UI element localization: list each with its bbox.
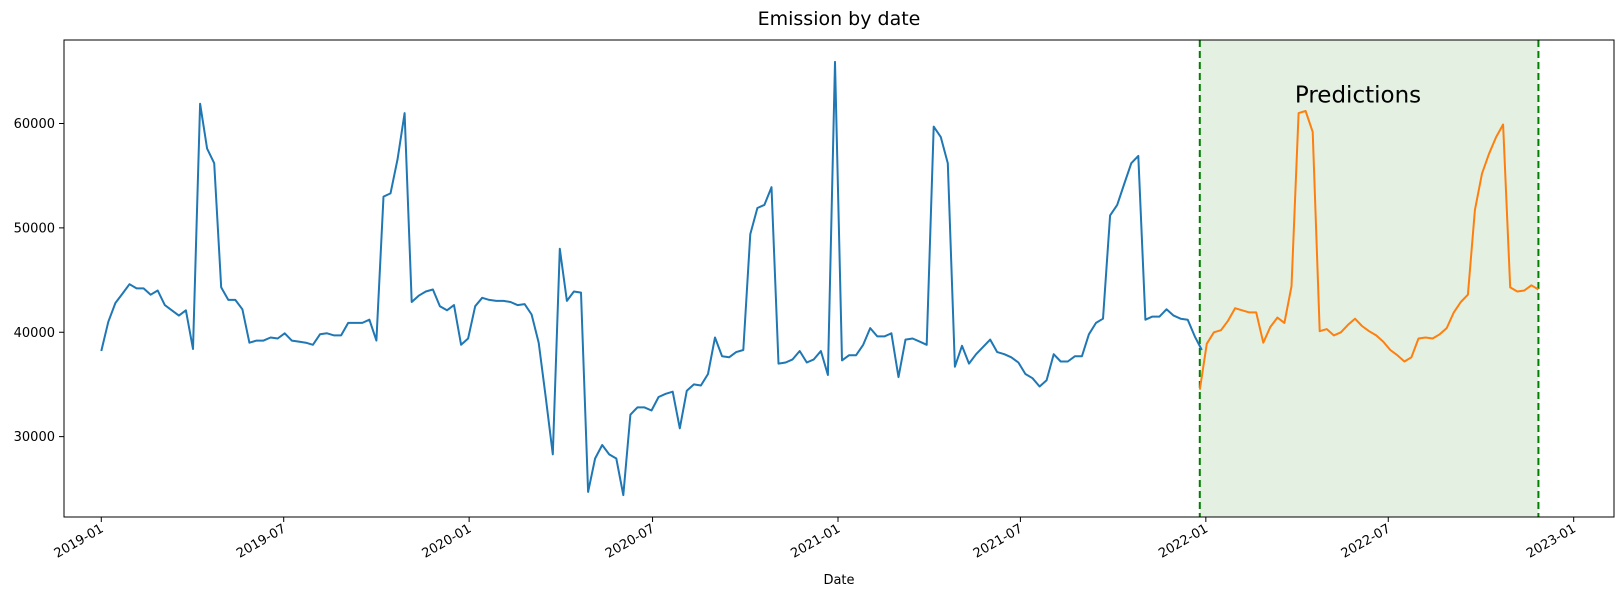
x-tick-label: 2022-07 xyxy=(1339,521,1394,561)
y-tick-label: 40000 xyxy=(14,326,55,341)
x-tick-label: 2019-01 xyxy=(52,521,107,561)
x-tick-label: 2020-07 xyxy=(603,521,658,561)
y-tick-label: 60000 xyxy=(14,117,55,132)
y-tick-label: 30000 xyxy=(14,430,55,445)
x-tick-label: 2021-01 xyxy=(788,521,843,561)
x-tick-label: 2020-01 xyxy=(420,521,475,561)
predicted-emission-line xyxy=(1198,110,1539,390)
actual-emission-line xyxy=(100,60,1203,497)
y-tick-label: 50000 xyxy=(14,221,55,236)
chart-title: Emission by date xyxy=(758,8,921,30)
plot-area: Predictions xyxy=(100,40,1540,517)
x-tick-label: 2021-07 xyxy=(971,521,1026,561)
predictions-annotation: Predictions xyxy=(1295,83,1421,109)
x-tick-label: 2019-07 xyxy=(234,521,289,561)
x-tick-label: 2022-01 xyxy=(1156,521,1211,561)
prediction-window-shade xyxy=(1199,40,1539,517)
plot-frame xyxy=(63,39,1615,518)
x-axis-label: Date xyxy=(823,573,854,588)
x-tick-label: 2023-01 xyxy=(1524,521,1579,561)
